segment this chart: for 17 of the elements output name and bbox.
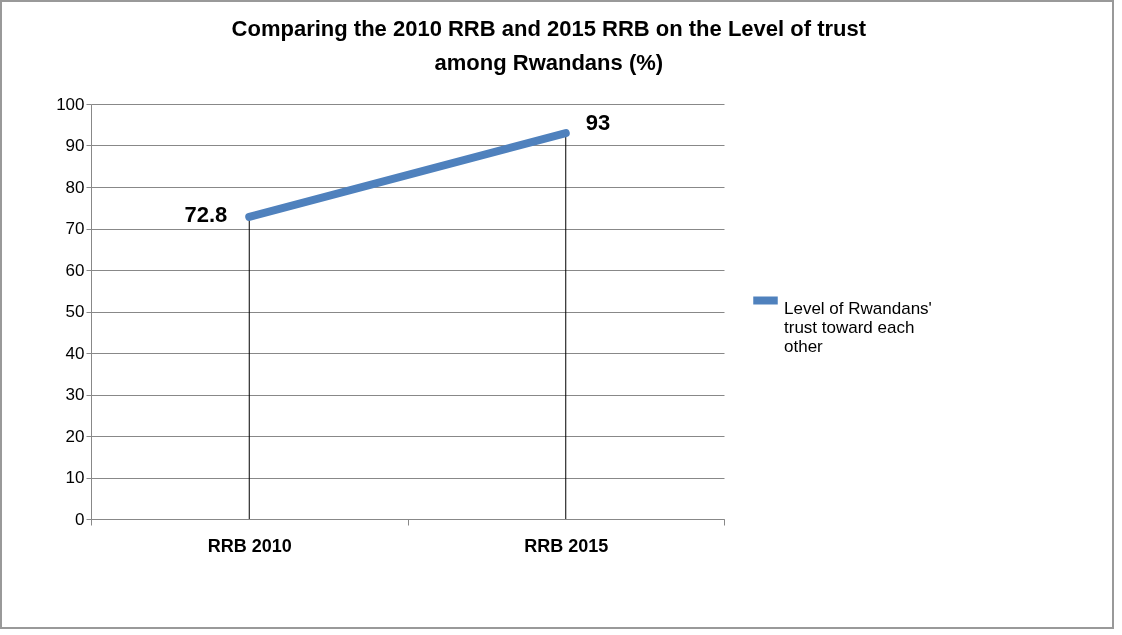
- chart-title: Comparing the 2010 RRB and 2015 RRB on the Level of trust among Rwandans (%): [231, 16, 867, 75]
- y-tick-label: 10: [65, 468, 85, 487]
- y-tick-label: 30: [65, 385, 85, 404]
- data-label: 72.8: [184, 201, 228, 227]
- y-tick-label: 90: [65, 136, 85, 155]
- x-tick-label: RRB 2010: [207, 535, 292, 556]
- y-tick-label: 80: [65, 177, 85, 197]
- legend-label: Level of Rwandans' trust toward each other: [784, 298, 932, 356]
- y-tick-label: 60: [65, 260, 85, 280]
- data-label: 93: [585, 110, 611, 136]
- y-tick-label: 50: [65, 302, 85, 321]
- y-tick-label: 0: [75, 509, 85, 529]
- y-tick-label: 40: [65, 343, 85, 363]
- y-tick-label: 20: [65, 426, 85, 446]
- x-tick-label: RRB 2015: [524, 535, 609, 556]
- y-tick-label: 100: [56, 94, 85, 114]
- y-tick-label: 70: [65, 219, 85, 238]
